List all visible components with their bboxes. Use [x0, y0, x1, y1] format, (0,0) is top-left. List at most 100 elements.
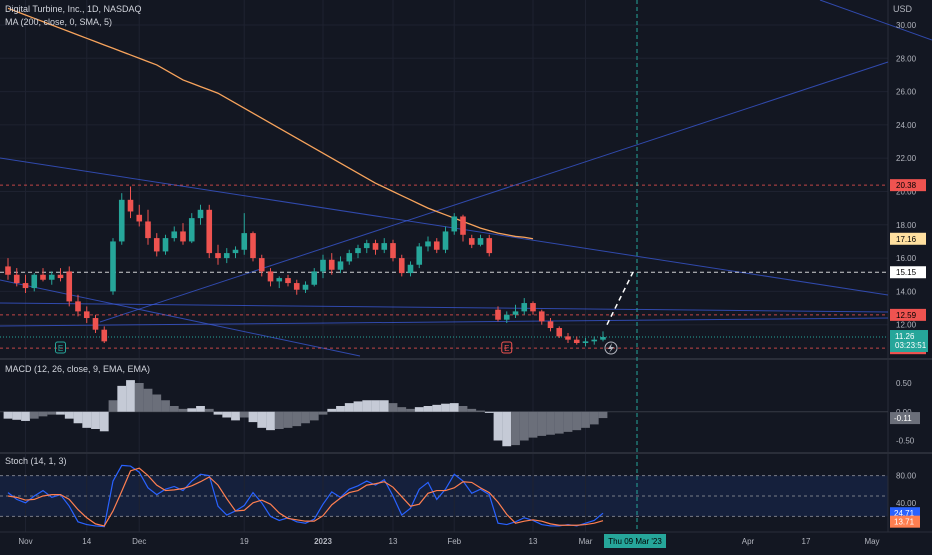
macd-histogram-bar[interactable] [598, 411, 608, 419]
macd-histogram-bar[interactable] [64, 411, 74, 419]
macd-histogram-bar[interactable] [21, 411, 30, 421]
candle-up[interactable] [31, 274, 38, 289]
macd-current-badge[interactable] [890, 412, 920, 425]
macd-histogram-bar[interactable] [406, 408, 415, 412]
stoch-d-badge[interactable] [890, 515, 920, 528]
candle-down[interactable] [57, 274, 64, 279]
candle-up[interactable] [521, 303, 528, 312]
candle-up[interactable] [416, 246, 423, 265]
candle-down[interactable] [285, 278, 291, 284]
candle-down[interactable] [328, 259, 335, 270]
trend-line-drawing[interactable] [99, 61, 889, 323]
crosshair-date-badge[interactable] [604, 534, 666, 548]
candle-down[interactable] [267, 271, 274, 282]
macd-histogram-bar[interactable] [493, 411, 503, 441]
macd-histogram-bar[interactable] [309, 411, 319, 421]
macd-histogram-bar[interactable] [169, 406, 179, 412]
candle-down[interactable] [215, 253, 221, 259]
candle-up[interactable] [188, 218, 195, 242]
macd-histogram-bar[interactable] [379, 400, 389, 412]
macd-histogram-bar[interactable] [344, 403, 354, 412]
macd-histogram-bar[interactable] [484, 411, 494, 413]
candle-up[interactable] [110, 241, 116, 292]
candle-down[interactable] [66, 271, 73, 302]
price-badge[interactable] [890, 232, 926, 245]
candle-up[interactable] [355, 248, 361, 254]
earnings-marker-label[interactable]: E [504, 344, 509, 353]
candle-up[interactable] [223, 253, 230, 259]
macd-histogram-bar[interactable] [29, 411, 39, 419]
macd-histogram-bar[interactable] [187, 408, 197, 412]
candle-down[interactable] [460, 216, 466, 235]
candle-up[interactable] [276, 278, 283, 282]
candle-down[interactable] [40, 274, 46, 280]
candle-up[interactable] [381, 243, 388, 250]
macd-histogram-bar[interactable] [519, 411, 529, 441]
candle-up[interactable] [197, 209, 204, 219]
candle-up[interactable] [118, 199, 125, 242]
trend-line-drawing[interactable] [0, 279, 361, 357]
ma-legend[interactable]: MA (200, close, 0, SMA, 5) [5, 17, 116, 27]
macd-histogram-bar[interactable] [589, 411, 599, 425]
macd-histogram-bar[interactable] [441, 403, 450, 412]
candle-down[interactable] [13, 274, 20, 284]
price-badge[interactable] [890, 179, 926, 192]
macd-histogram-bar[interactable] [99, 411, 109, 432]
candle-down[interactable] [75, 301, 81, 312]
lightning-icon[interactable] [604, 341, 618, 355]
candle-up[interactable] [477, 238, 484, 245]
price-badge[interactable] [890, 266, 926, 279]
macd-histogram-bar[interactable] [257, 411, 267, 428]
candle-down[interactable] [5, 266, 11, 275]
macd-histogram-bar[interactable] [82, 411, 92, 428]
candle-down[interactable] [573, 339, 580, 344]
macd-histogram-bar[interactable] [511, 411, 520, 446]
macd-histogram-bar[interactable] [283, 411, 293, 428]
macd-histogram-bar[interactable] [266, 411, 275, 431]
candle-down[interactable] [390, 243, 396, 259]
trend-line-drawing[interactable] [0, 317, 889, 327]
candle-up[interactable] [337, 261, 344, 270]
candle-up[interactable] [302, 284, 309, 290]
macd-histogram-bar[interactable] [126, 380, 135, 412]
macd-histogram-bar[interactable] [91, 411, 100, 429]
macd-histogram-bar[interactable] [213, 411, 223, 415]
candle-up[interactable] [363, 243, 370, 249]
candle-down[interactable] [565, 336, 571, 340]
candle-down[interactable] [556, 328, 563, 337]
candle-up[interactable] [582, 341, 589, 344]
projection-path[interactable] [606, 271, 634, 326]
candle-down[interactable] [83, 311, 90, 319]
stoch-k-line[interactable] [7, 464, 604, 528]
macd-histogram-bar[interactable] [467, 408, 477, 412]
candle-down[interactable] [153, 238, 160, 252]
candle-up[interactable] [512, 311, 519, 315]
candle-down[interactable] [433, 241, 440, 250]
macd-histogram-bar[interactable] [362, 400, 372, 412]
macd-histogram-bar[interactable] [117, 385, 127, 412]
candle-down[interactable] [530, 303, 536, 312]
macd-histogram-bar[interactable] [73, 411, 83, 424]
macd-histogram-bar[interactable] [204, 408, 214, 412]
stoch-indicator-label[interactable]: Stoch (14, 1, 3) [5, 456, 67, 466]
candle-down[interactable] [145, 221, 151, 239]
candle-up[interactable] [320, 259, 326, 272]
macd-histogram-bar[interactable] [397, 407, 407, 412]
macd-histogram-bar[interactable] [581, 411, 590, 428]
stoch-d-line[interactable] [7, 467, 604, 527]
macd-histogram-bar[interactable] [563, 411, 573, 432]
earnings-marker[interactable] [55, 341, 66, 354]
earnings-marker-label[interactable]: E [58, 344, 63, 353]
trend-line-drawing[interactable] [819, 0, 932, 41]
candle-down[interactable] [468, 238, 475, 245]
candle-down[interactable] [180, 231, 186, 242]
macd-histogram-bar[interactable] [47, 411, 57, 415]
candle-up[interactable] [171, 231, 178, 239]
trend-line-drawing[interactable] [0, 157, 889, 296]
macd-histogram-bar[interactable] [231, 411, 240, 421]
earnings-marker[interactable] [501, 341, 513, 354]
macd-histogram-bar[interactable] [423, 406, 433, 412]
candle-down[interactable] [127, 199, 134, 212]
